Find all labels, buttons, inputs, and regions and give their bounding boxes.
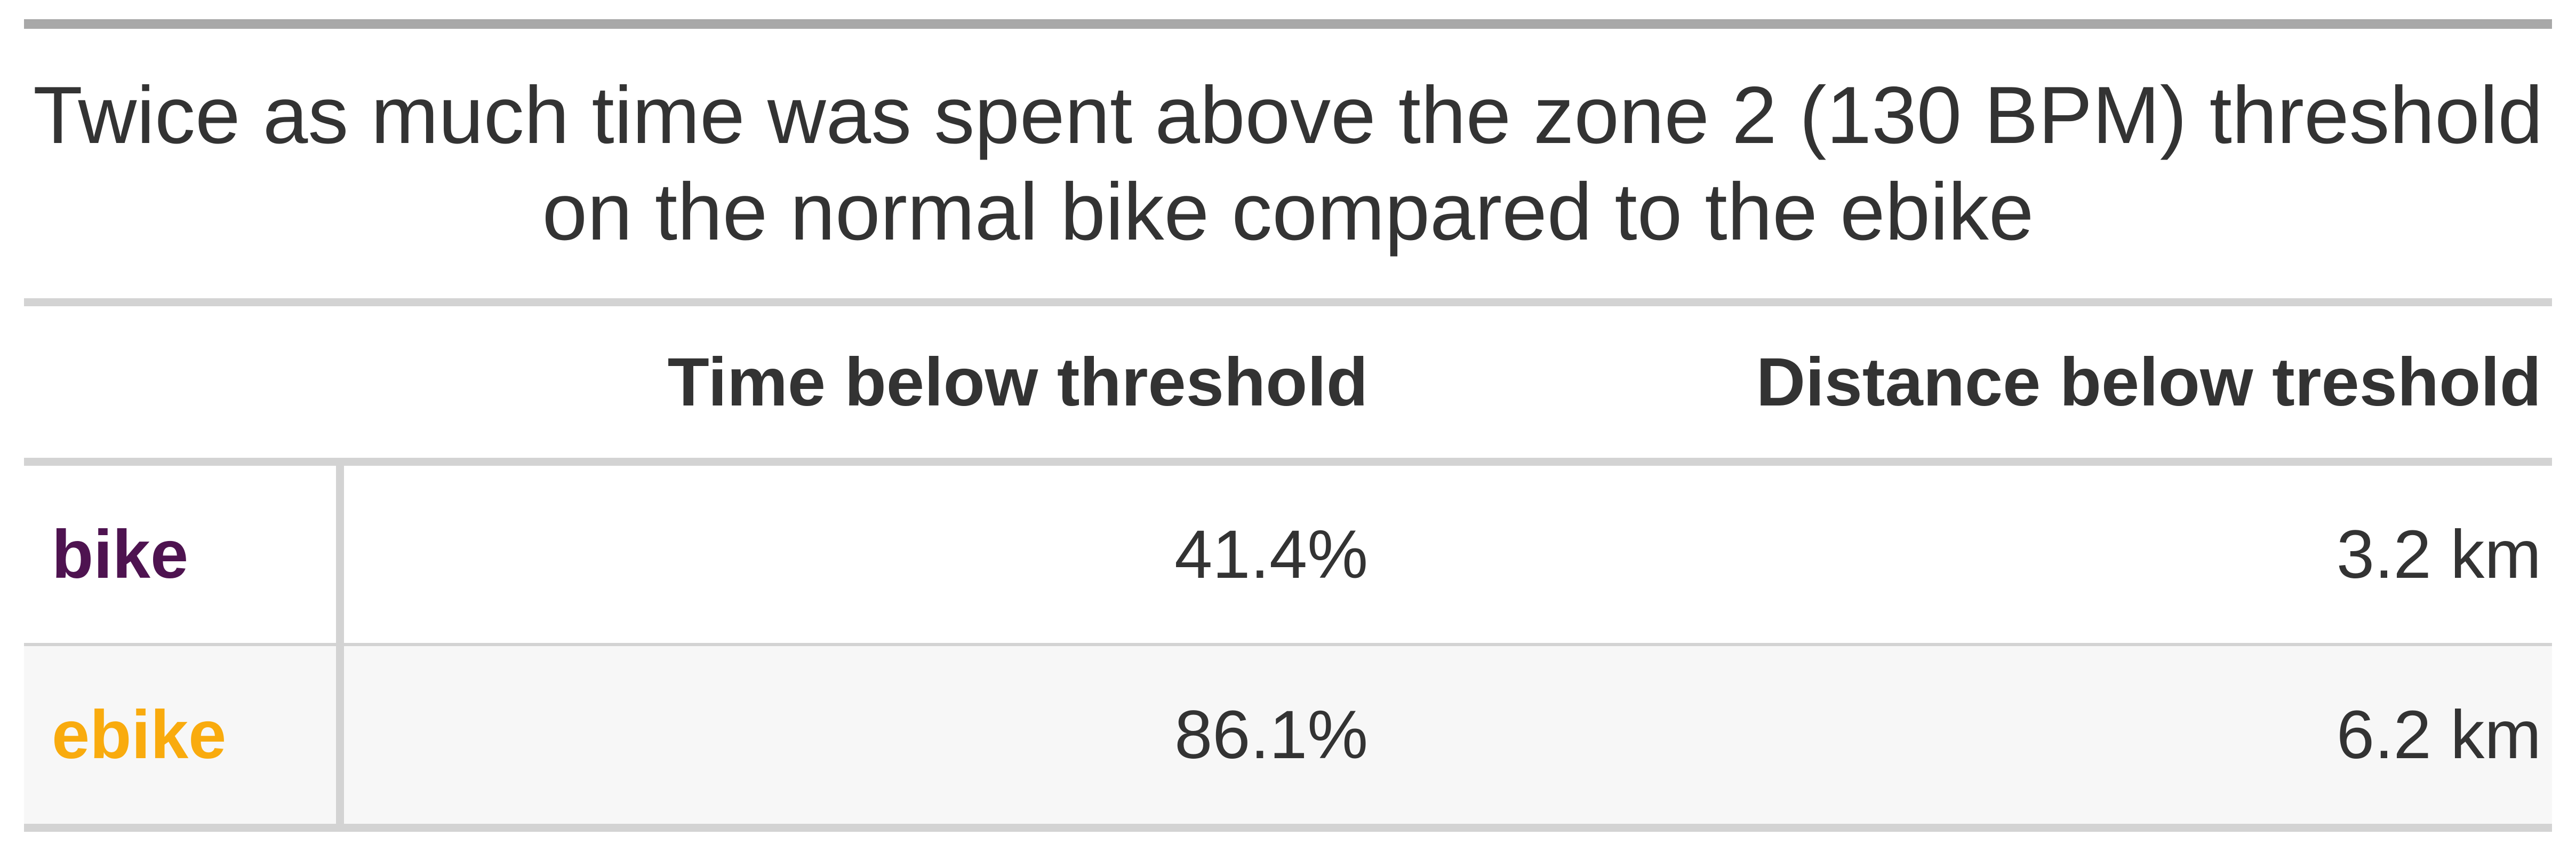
gt-table: Twice as much time was spent above the z… xyxy=(24,19,2552,841)
column-header-time-below: Time below threshold xyxy=(667,344,1368,420)
table-row-bike xyxy=(24,466,2552,643)
cell-bike-time-below: 41.4% xyxy=(1174,516,1368,593)
row-label-bike: bike xyxy=(52,516,189,593)
row-divider xyxy=(24,643,2552,646)
row-label-ebike: ebike xyxy=(52,697,227,773)
title-divider xyxy=(24,298,2552,306)
cell-ebike-distance-below: 6.2 km xyxy=(2336,697,2541,773)
cell-bike-distance-below: 3.2 km xyxy=(2336,516,2541,593)
table-top-border xyxy=(24,19,2552,29)
column-header-distance-below: Distance below treshold xyxy=(1756,344,2541,420)
table-row-ebike xyxy=(24,646,2552,824)
table-bottom-border xyxy=(24,824,2552,832)
table-title: Twice as much time was spent above the z… xyxy=(33,69,2543,257)
cell-ebike-time-below: 86.1% xyxy=(1174,697,1368,773)
stub-divider xyxy=(336,466,344,824)
header-divider xyxy=(24,458,2552,466)
